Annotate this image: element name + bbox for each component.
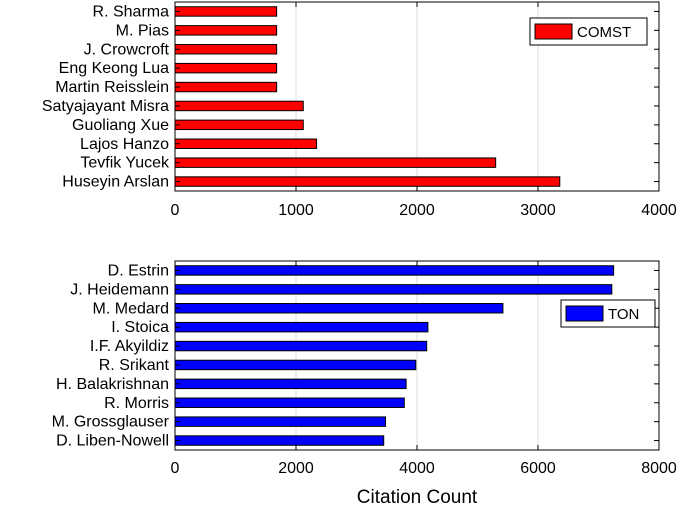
category-label: Eng Keong Lua bbox=[59, 60, 169, 77]
bar bbox=[174, 44, 278, 55]
category-label: D. Liben-Nowell bbox=[56, 433, 169, 450]
bar bbox=[174, 435, 385, 446]
category-label: Martin Reisslein bbox=[55, 79, 169, 96]
bar bbox=[174, 378, 407, 390]
bar bbox=[174, 119, 304, 131]
x-tick-label: 3000 bbox=[520, 202, 556, 219]
x-tick-label: 0 bbox=[171, 202, 180, 219]
category-label: I. Stoica bbox=[111, 319, 169, 336]
category-label: R. Sharma bbox=[93, 3, 170, 20]
chart-panel-comst: R. Sharma M. Pias J. Crowcroft Eng Keong Lu… bbox=[42, 1, 677, 219]
x-tick-label: 1000 bbox=[278, 202, 314, 219]
bar bbox=[174, 340, 428, 352]
x-tick-label: 0 bbox=[171, 460, 180, 477]
legend: COMST bbox=[529, 17, 648, 46]
bar bbox=[174, 321, 429, 333]
category-label: M. Pias bbox=[116, 22, 169, 39]
legend-label: TON bbox=[608, 306, 639, 323]
bar bbox=[174, 284, 613, 295]
legend-label: COMST bbox=[577, 24, 631, 41]
bar bbox=[174, 265, 615, 276]
category-label: Tevfik Yucek bbox=[80, 155, 170, 172]
bar bbox=[174, 25, 278, 36]
chart-panel-ton: D. Estrin J. Heidemann M. Medard I. Stoica I… bbox=[52, 260, 677, 508]
bar bbox=[174, 416, 387, 427]
x-tick-label: 8000 bbox=[641, 460, 677, 477]
category-label: R. Morris bbox=[104, 395, 169, 412]
category-label: M. Grossglauser bbox=[52, 414, 170, 431]
category-label: J. Heidemann bbox=[70, 281, 169, 298]
bar bbox=[174, 397, 405, 408]
bar bbox=[174, 157, 497, 168]
x-tick-label: 2000 bbox=[399, 202, 435, 219]
bar bbox=[174, 176, 561, 187]
bar bbox=[174, 303, 504, 314]
axes-frame bbox=[174, 1, 660, 192]
x-tick-label: 6000 bbox=[520, 460, 556, 477]
legend-swatch bbox=[534, 23, 573, 40]
category-label: Guoliang Xue bbox=[72, 117, 169, 134]
axes-frame bbox=[174, 260, 660, 451]
category-label: I.F. Akyildiz bbox=[90, 338, 169, 355]
legend-swatch bbox=[565, 305, 604, 322]
x-tick-label: 4000 bbox=[641, 202, 677, 219]
category-label: Satyajayant Misra bbox=[42, 98, 169, 115]
bar bbox=[174, 81, 278, 93]
x-tick-label: 4000 bbox=[399, 460, 435, 477]
legend: TON bbox=[560, 299, 656, 328]
bar bbox=[174, 359, 417, 371]
category-label: J. Crowcroft bbox=[84, 41, 170, 58]
category-label: D. Estrin bbox=[108, 262, 169, 279]
x-tick-label: 2000 bbox=[278, 460, 314, 477]
bar bbox=[174, 6, 278, 17]
category-label: Huseyin Arslan bbox=[62, 174, 169, 191]
category-label: R. Srikant bbox=[99, 357, 170, 374]
bar bbox=[174, 62, 278, 74]
bar bbox=[174, 138, 318, 149]
x-axis-title: Citation Count bbox=[357, 487, 478, 508]
category-label: H. Balakrishnan bbox=[56, 376, 169, 393]
category-label: Lajos Hanzo bbox=[80, 136, 169, 153]
bar bbox=[174, 100, 304, 112]
category-label: M. Medard bbox=[93, 300, 169, 317]
